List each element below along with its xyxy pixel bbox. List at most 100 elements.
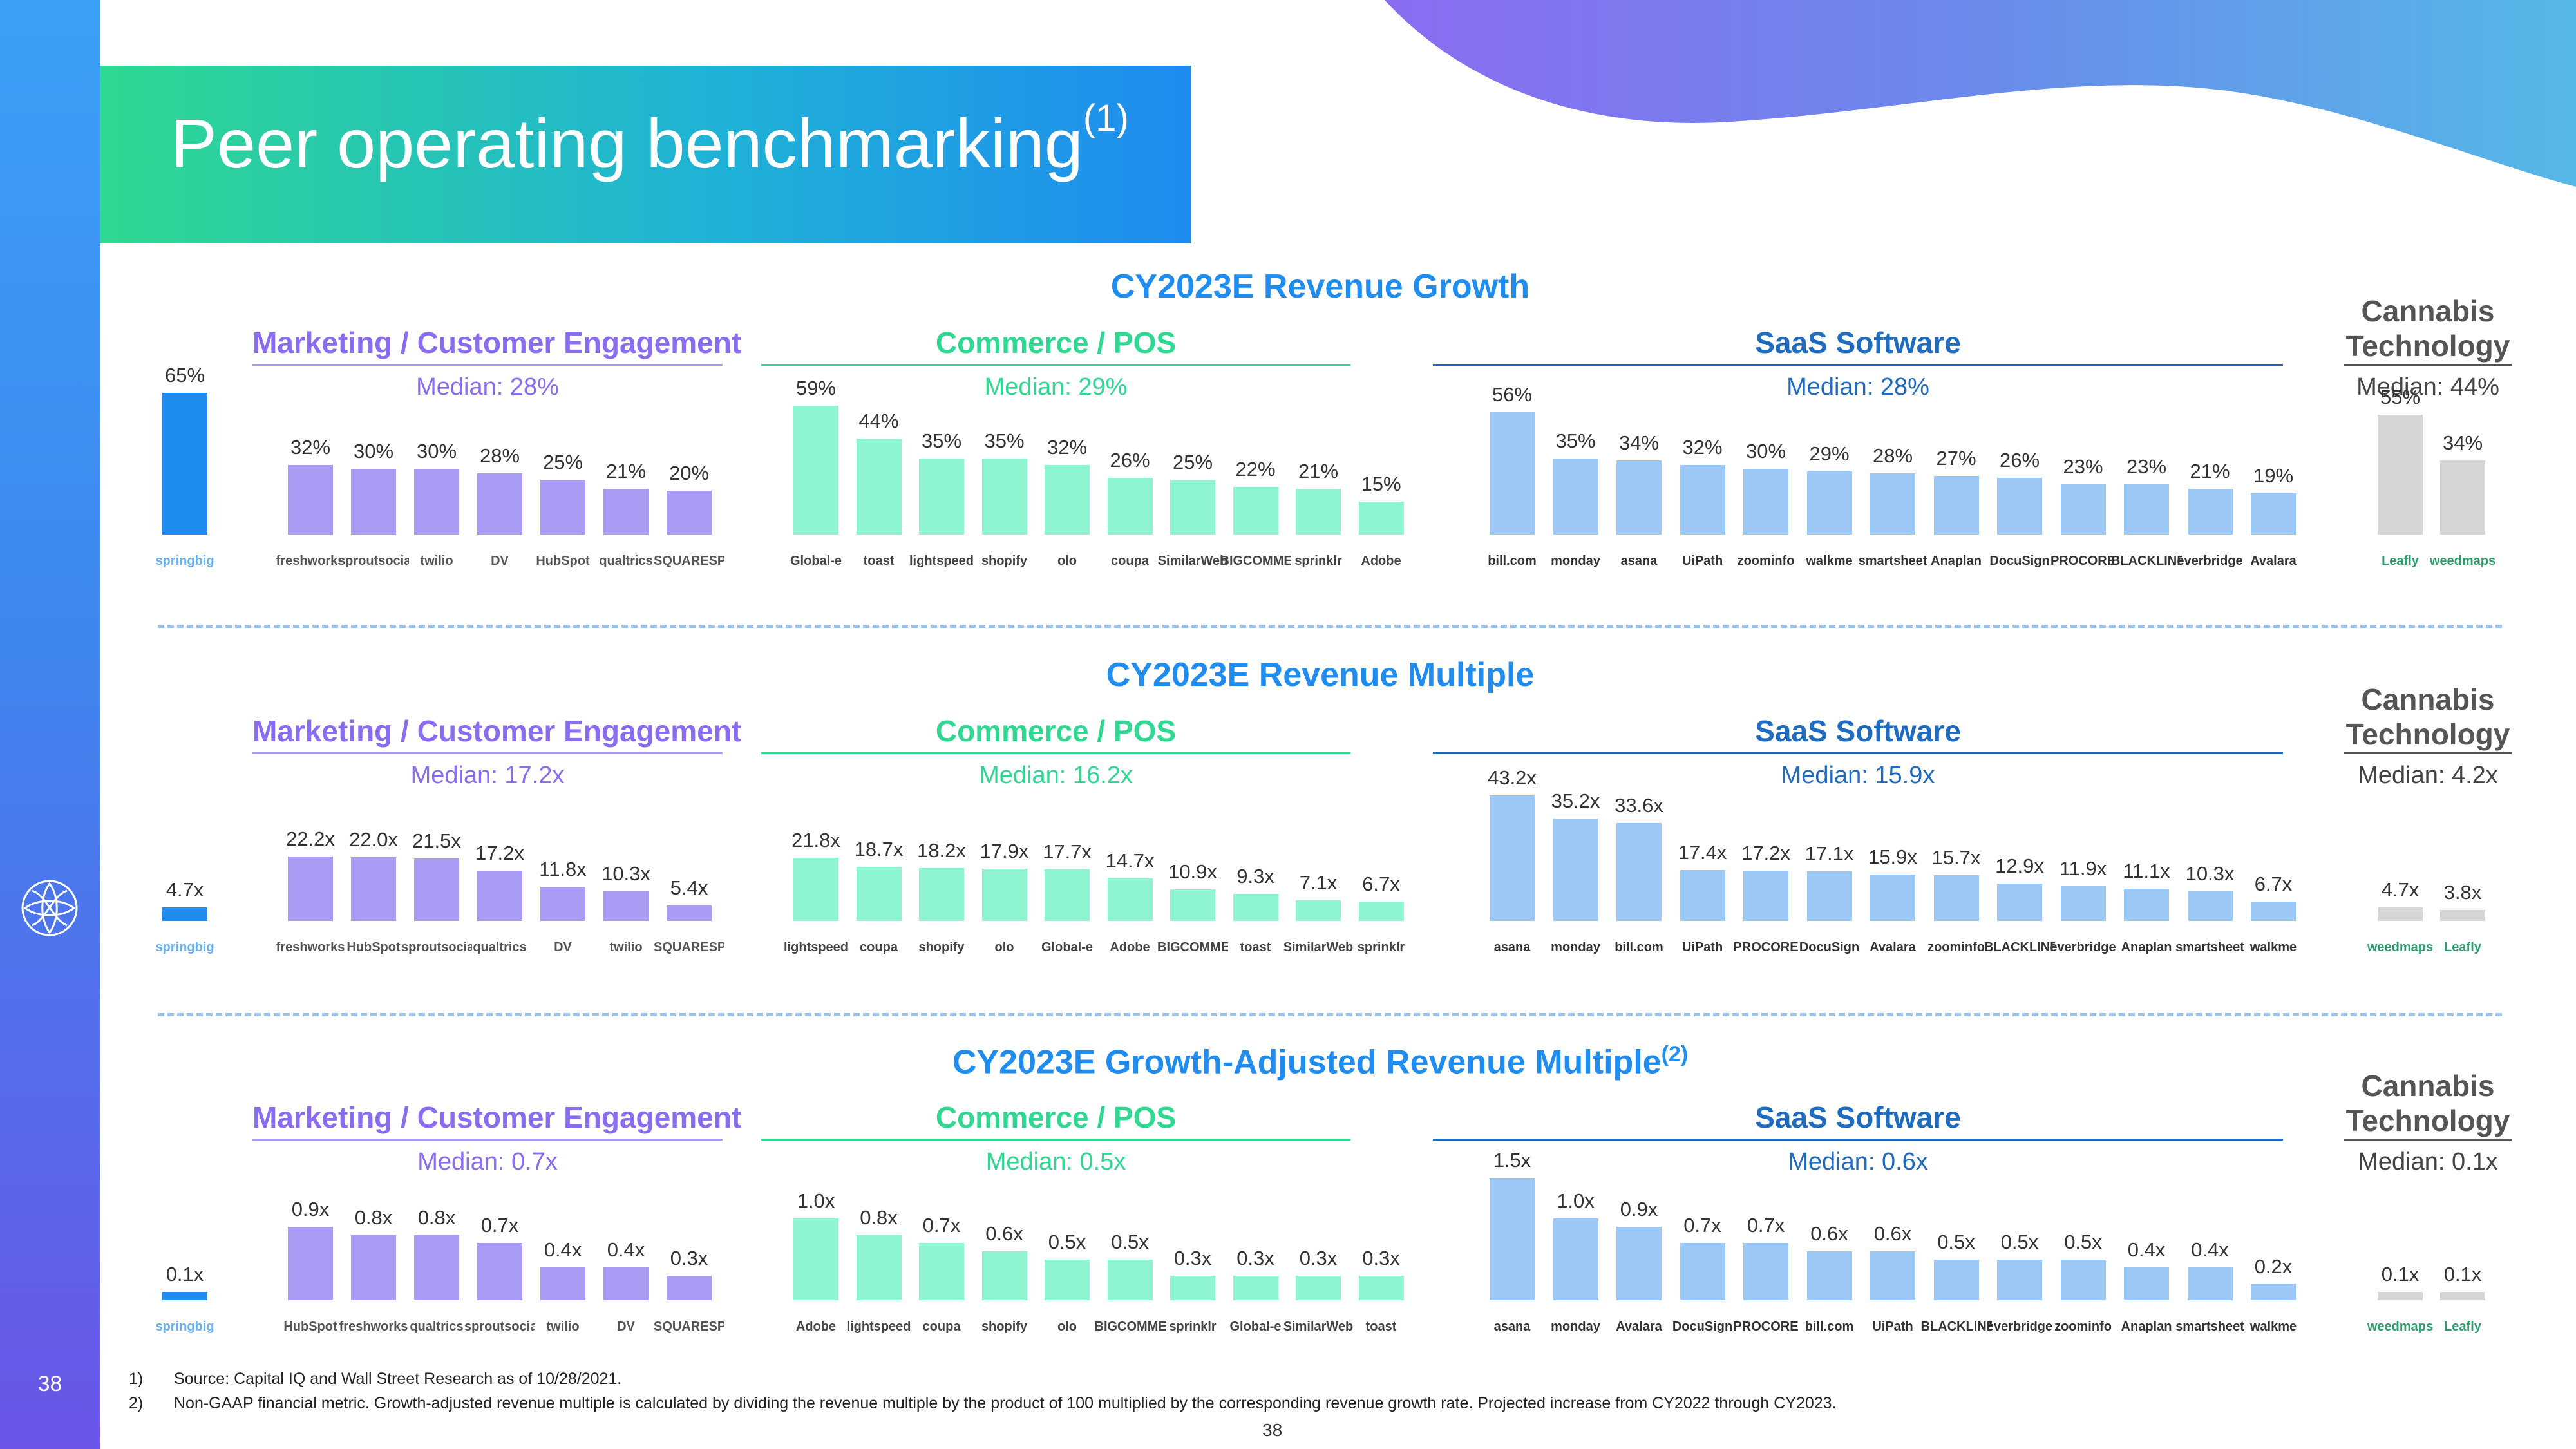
value-label: 0.6x bbox=[985, 1222, 1023, 1245]
company-logo-label: weedmaps bbox=[2367, 1320, 2434, 1334]
bar-saas bbox=[1553, 458, 1598, 535]
value-label: 17.4x bbox=[1678, 841, 1727, 864]
median-marketing: Median: 28% bbox=[416, 374, 559, 401]
value-label: 0.7x bbox=[1683, 1214, 1721, 1237]
company-logo-label: DocuSign bbox=[1799, 940, 1860, 954]
median-saas: Median: 28% bbox=[1786, 374, 1929, 401]
company-logo-label: PROCORE bbox=[1733, 940, 1799, 954]
company-logo-label: smartsheet bbox=[1858, 554, 1927, 568]
value-label: 32% bbox=[1682, 435, 1723, 459]
bar-commerce bbox=[1358, 1276, 1404, 1300]
company-logo-label: DocuSign bbox=[1672, 1320, 1733, 1334]
chart-title: CY2023E Growth-Adjusted Revenue Multiple… bbox=[837, 1042, 1803, 1081]
value-label: 32% bbox=[290, 435, 331, 459]
category-underline bbox=[761, 1139, 1350, 1141]
bar-saas bbox=[1870, 1251, 1915, 1300]
company-logo-label: asana bbox=[1493, 940, 1531, 954]
value-label: 22.2x bbox=[286, 827, 335, 850]
company-logo-label: monday bbox=[1551, 554, 1600, 568]
value-label: 4.7x bbox=[2381, 878, 2420, 901]
company-logo-label: qualtrics bbox=[410, 1320, 464, 1334]
value-label: 0.8x bbox=[354, 1206, 393, 1229]
value-label: 15.9x bbox=[1868, 846, 1917, 869]
value-label: 19% bbox=[2253, 464, 2294, 487]
company-logo-label: BIGCOMMERCE bbox=[1157, 940, 1228, 954]
bar-saas bbox=[1680, 464, 1725, 535]
company-logo-label: BLACKLINE bbox=[1920, 1320, 1992, 1334]
company-logo-label: SimilarWeb bbox=[1157, 554, 1228, 568]
bar-saas bbox=[1806, 471, 1852, 535]
bar-commerce bbox=[1170, 480, 1215, 535]
page-number: 38 bbox=[1262, 1420, 1283, 1440]
category-underline bbox=[1433, 364, 2283, 366]
category-header-cannabis: Cannabis Technology bbox=[2338, 682, 2518, 752]
company-logo-label: olo bbox=[1057, 554, 1077, 568]
value-label: 11.9x bbox=[2059, 857, 2107, 880]
company-logo-label: Anaplan bbox=[2121, 940, 2172, 954]
value-label: 0.5x bbox=[2000, 1230, 2039, 1253]
value-label: 0.1x bbox=[166, 1263, 204, 1286]
value-label: 0.7x bbox=[922, 1214, 961, 1237]
median-commerce: Median: 16.2x bbox=[979, 762, 1133, 789]
company-logo-label: freshworks bbox=[339, 1320, 408, 1334]
company-logo-label: sprinklr bbox=[1357, 940, 1405, 954]
company-logo-label: SimilarWeb bbox=[1283, 940, 1354, 954]
value-label: 0.4x bbox=[2127, 1238, 2166, 1262]
value-label: 22.0x bbox=[349, 828, 398, 851]
company-logo-label: DV bbox=[617, 1320, 635, 1334]
category-underline bbox=[252, 752, 723, 754]
value-label: 9.3x bbox=[1236, 865, 1274, 888]
bar-marketing bbox=[351, 857, 396, 921]
company-logo-label: springbig bbox=[155, 1320, 214, 1334]
company-logo-label: HubSpot bbox=[283, 1320, 337, 1334]
value-label: 21% bbox=[2190, 459, 2230, 482]
sidebar: 38 bbox=[0, 0, 100, 1449]
bar-saas bbox=[1743, 469, 1788, 535]
value-label: 55% bbox=[2380, 385, 2421, 408]
company-logo-label: coupa bbox=[860, 940, 898, 954]
company-logo-label: sprinklr bbox=[1169, 1320, 1217, 1334]
company-logo-label: Adobe bbox=[795, 1320, 837, 1334]
bar-commerce bbox=[1107, 1259, 1153, 1300]
chart-title-text: CY2023E Revenue Multiple bbox=[1106, 656, 1535, 694]
company-logo-label: shopify bbox=[918, 940, 965, 954]
median-cannabis: Median: 4.2x bbox=[2358, 762, 2498, 789]
bar-saas bbox=[1933, 875, 1979, 921]
bar-commerce bbox=[1296, 900, 1341, 921]
cannabis-line2: Technology bbox=[2345, 329, 2510, 363]
company-logo-label: freshworks bbox=[276, 554, 345, 568]
bar-commerce bbox=[1045, 869, 1090, 921]
company-logo-label: Avalara bbox=[1870, 940, 1916, 954]
value-label: 0.6x bbox=[1873, 1222, 1912, 1245]
footnote-text: Source: Capital IQ and Wall Street Resea… bbox=[174, 1370, 622, 1388]
company-logo-label: bill.com bbox=[1615, 940, 1663, 954]
company-logo-label: Adobe bbox=[1361, 554, 1401, 568]
bar-saas bbox=[1997, 478, 2042, 535]
company-logo-label: UiPath bbox=[1681, 554, 1723, 568]
value-label: 35% bbox=[1555, 429, 1596, 452]
value-label: 25% bbox=[542, 451, 583, 474]
company-logo-label: toast bbox=[1240, 940, 1271, 954]
bar-saas bbox=[1616, 1227, 1662, 1300]
value-label: 35.2x bbox=[1551, 790, 1600, 813]
footnote-text: Non-GAAP financial metric. Growth-adjust… bbox=[174, 1394, 1837, 1412]
category-underline bbox=[761, 364, 1350, 366]
bar-marketing bbox=[667, 491, 712, 535]
value-label: 11.8x bbox=[539, 857, 587, 880]
bar-saas bbox=[1870, 875, 1915, 921]
value-label: 17.9x bbox=[980, 840, 1029, 863]
value-label: 0.4x bbox=[544, 1238, 582, 1262]
value-label: 3.8x bbox=[2443, 880, 2482, 904]
company-logo-label: shopify bbox=[981, 554, 1028, 568]
chart-title-sup: (2) bbox=[1661, 1042, 1689, 1066]
value-label: 0.3x bbox=[1236, 1247, 1274, 1269]
value-label: 34% bbox=[1618, 431, 1660, 454]
bar-saas bbox=[1616, 823, 1662, 921]
value-label: 0.3x bbox=[1173, 1247, 1212, 1269]
company-logo-label: asana bbox=[1493, 1320, 1531, 1334]
bar-saas bbox=[1743, 871, 1788, 921]
company-logo-label: asana bbox=[1620, 554, 1658, 568]
category-header-commerce: Commerce / POS bbox=[935, 1101, 1177, 1134]
value-label: 35% bbox=[921, 429, 962, 452]
page-title: Peer operating benchmarking(1) bbox=[171, 97, 1129, 184]
